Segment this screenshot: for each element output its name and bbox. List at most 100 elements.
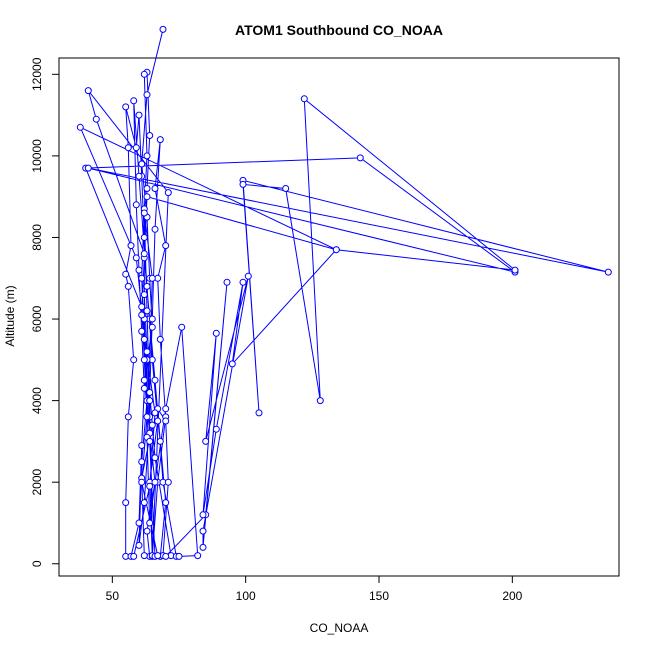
y-tick-label: 2000: [30, 469, 44, 496]
data-point: [135, 172, 143, 180]
data-point: [143, 413, 151, 421]
data-point: [143, 527, 151, 535]
data-point: [151, 478, 159, 486]
data-point: [162, 242, 170, 250]
data-point: [138, 160, 146, 168]
data-point: [146, 437, 154, 445]
data-point: [164, 478, 172, 486]
data-point: [356, 154, 364, 162]
data-point: [124, 413, 132, 421]
data-point: [199, 543, 207, 551]
data-point: [239, 278, 247, 286]
data-point: [130, 356, 138, 364]
data-point: [146, 519, 154, 527]
data-point: [140, 335, 148, 343]
data-point: [138, 303, 146, 311]
data-point: [199, 527, 207, 535]
data-point: [138, 442, 146, 449]
data-point: [164, 189, 172, 197]
data-point: [156, 335, 164, 343]
data-point: [124, 144, 132, 152]
data-point: [143, 307, 151, 315]
x-tick-label: 200: [502, 589, 522, 603]
data-point: [151, 225, 159, 233]
data-point: [255, 409, 263, 417]
x-tick-label: 50: [106, 589, 120, 603]
y-tick-label: 6000: [30, 305, 44, 332]
data-point: [212, 425, 220, 433]
data-point: [135, 519, 143, 527]
data-point: [162, 552, 170, 560]
data-point: [132, 144, 140, 152]
data-point: [140, 209, 148, 217]
data-point: [178, 323, 186, 331]
chart-title: ATOM1 Southbound CO_NOAA: [235, 22, 443, 38]
data-point: [300, 95, 308, 103]
data-point: [138, 478, 146, 486]
data-point: [140, 384, 148, 392]
data-point: [84, 87, 92, 95]
data-point: [122, 103, 130, 111]
data-point: [148, 274, 156, 282]
data-point: [122, 499, 130, 507]
data-point: [132, 254, 140, 262]
data-point: [202, 437, 210, 445]
data-point: [244, 272, 252, 280]
data-point: [146, 482, 154, 490]
data-point: [92, 115, 100, 123]
data-point: [212, 329, 220, 337]
data-point: [316, 397, 324, 405]
data-point: [143, 193, 151, 201]
series-line: [79, 29, 609, 557]
data-point: [143, 152, 151, 160]
x-axis: 50 100 150 200: [106, 575, 523, 603]
x-tick-label: 100: [236, 589, 256, 603]
data-point: [148, 315, 156, 323]
data-point: [143, 282, 151, 290]
data-point: [228, 360, 236, 368]
data-point: [159, 25, 167, 33]
data-point: [332, 246, 340, 254]
data-point: [151, 376, 159, 384]
data-point: [143, 91, 151, 99]
y-tick-label: 10000: [30, 139, 44, 173]
data-point: [143, 348, 151, 356]
data-point: [84, 164, 92, 172]
data-point: [130, 97, 138, 105]
data-point: [140, 291, 148, 299]
data-point: [239, 180, 247, 188]
data-point: [162, 405, 170, 413]
data-point: [135, 541, 143, 549]
data-point: [122, 270, 130, 278]
data-point: [146, 389, 154, 396]
data-point: [130, 552, 138, 560]
data-point: [135, 111, 143, 119]
data-point: [223, 278, 231, 286]
data-point: [76, 123, 84, 131]
data-point: [199, 511, 207, 519]
y-tick-label: 0: [30, 560, 44, 567]
data-point: [140, 499, 148, 507]
data-point: [151, 185, 159, 192]
y-tick-label: 8000: [30, 224, 44, 251]
data-point: [148, 421, 156, 429]
data-point: [175, 552, 183, 560]
data-point: [146, 132, 154, 139]
data-point: [162, 499, 170, 507]
data-point: [140, 234, 148, 241]
x-axis-label: CO_NOAA: [310, 621, 369, 635]
series-layer: [76, 25, 612, 560]
data-point: [604, 268, 612, 276]
data-point: [138, 458, 146, 466]
data-point: [138, 311, 146, 319]
y-axis: 0 2000 4000 6000 8000 10000 12000: [30, 57, 60, 567]
data-point: [151, 409, 159, 417]
y-tick-label: 12000: [30, 57, 44, 91]
data-point: [138, 327, 146, 335]
data-point: [154, 552, 162, 560]
y-tick-label: 4000: [30, 387, 44, 414]
data-point: [140, 552, 148, 560]
data-point: [154, 417, 162, 425]
data-point: [132, 201, 140, 209]
data-point: [151, 454, 159, 462]
